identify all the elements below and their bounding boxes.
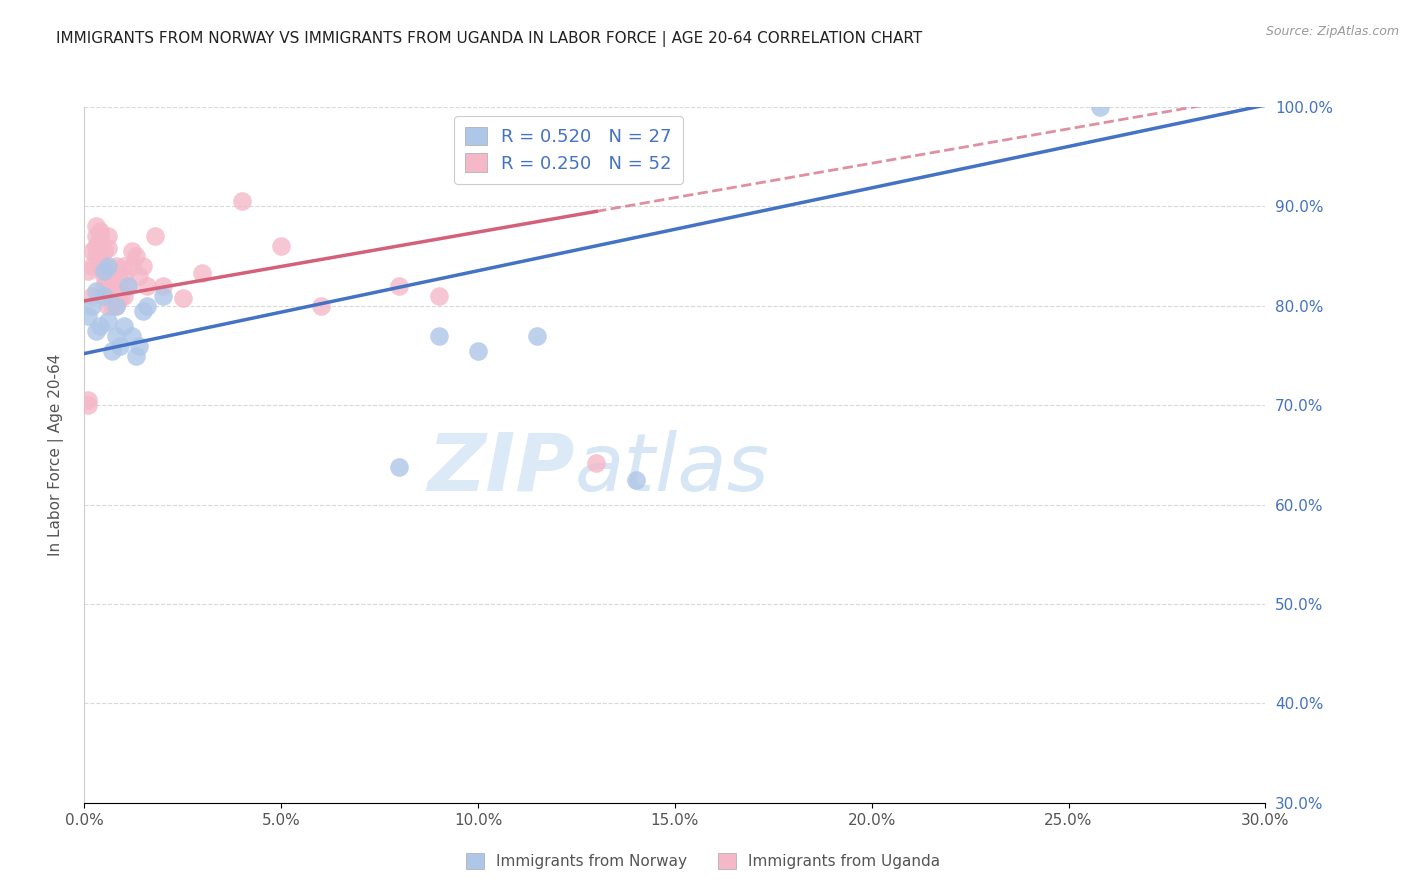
Point — [104, 279, 127, 293]
Point — [93, 264, 115, 278]
Point — [121, 259, 143, 273]
Point — [77, 264, 100, 278]
Point — [121, 328, 143, 343]
Point — [97, 261, 120, 276]
Legend: R = 0.520   N = 27, R = 0.250   N = 52: R = 0.520 N = 27, R = 0.250 N = 52 — [454, 116, 683, 184]
Point — [143, 229, 166, 244]
Text: ZIP: ZIP — [427, 430, 575, 508]
Point — [93, 259, 115, 273]
Point — [467, 343, 489, 358]
Point — [97, 314, 120, 328]
Point — [121, 244, 143, 259]
Point — [104, 299, 127, 313]
Point — [124, 249, 146, 263]
Point — [84, 229, 107, 244]
Point — [112, 259, 135, 273]
Point — [101, 268, 124, 283]
Point — [89, 318, 111, 333]
Point — [427, 328, 450, 343]
Point — [191, 266, 214, 280]
Point — [84, 219, 107, 234]
Point — [93, 244, 115, 259]
Point — [309, 299, 332, 313]
Point — [77, 393, 100, 408]
Point — [93, 289, 115, 303]
Point — [101, 284, 124, 298]
Point — [132, 259, 155, 273]
Point — [97, 274, 120, 288]
Point — [136, 299, 159, 313]
Point — [124, 349, 146, 363]
Point — [82, 289, 104, 303]
Point — [270, 239, 292, 253]
Point — [117, 279, 139, 293]
Point — [388, 279, 411, 293]
Point — [117, 279, 139, 293]
Point — [112, 268, 135, 283]
Point — [388, 459, 411, 474]
Point — [82, 259, 104, 273]
Point — [108, 338, 131, 352]
Point — [101, 274, 124, 288]
Point — [97, 241, 120, 255]
Point — [82, 299, 104, 313]
Point — [136, 279, 159, 293]
Point — [82, 244, 104, 259]
Legend: Immigrants from Norway, Immigrants from Uganda: Immigrants from Norway, Immigrants from … — [460, 847, 946, 875]
Point — [172, 291, 194, 305]
Point — [93, 268, 115, 283]
Point — [112, 289, 135, 303]
Point — [112, 318, 135, 333]
Point — [108, 291, 131, 305]
Point — [93, 279, 115, 293]
Point — [89, 229, 111, 244]
Point — [1088, 100, 1111, 114]
Point — [97, 259, 120, 273]
Point — [104, 259, 127, 273]
Point — [152, 279, 174, 293]
Point — [526, 328, 548, 343]
Point — [152, 289, 174, 303]
Point — [97, 229, 120, 244]
Point — [97, 299, 120, 313]
Point — [231, 194, 253, 209]
Point — [585, 456, 607, 470]
Text: Source: ZipAtlas.com: Source: ZipAtlas.com — [1265, 25, 1399, 38]
Point — [89, 259, 111, 273]
Y-axis label: In Labor Force | Age 20-64: In Labor Force | Age 20-64 — [48, 354, 63, 556]
Point — [84, 284, 107, 298]
Point — [132, 303, 155, 318]
Point — [89, 244, 111, 259]
Point — [108, 274, 131, 288]
Point — [77, 309, 100, 323]
Point — [84, 324, 107, 338]
Point — [128, 268, 150, 283]
Point — [84, 239, 107, 253]
Point — [104, 299, 127, 313]
Point — [101, 299, 124, 313]
Text: atlas: atlas — [575, 430, 769, 508]
Point — [101, 343, 124, 358]
Point — [104, 328, 127, 343]
Point — [84, 249, 107, 263]
Point — [624, 473, 647, 487]
Point — [89, 224, 111, 238]
Point — [128, 338, 150, 352]
Text: IMMIGRANTS FROM NORWAY VS IMMIGRANTS FROM UGANDA IN LABOR FORCE | AGE 20-64 CORR: IMMIGRANTS FROM NORWAY VS IMMIGRANTS FRO… — [56, 31, 922, 47]
Point — [77, 398, 100, 412]
Point — [427, 289, 450, 303]
